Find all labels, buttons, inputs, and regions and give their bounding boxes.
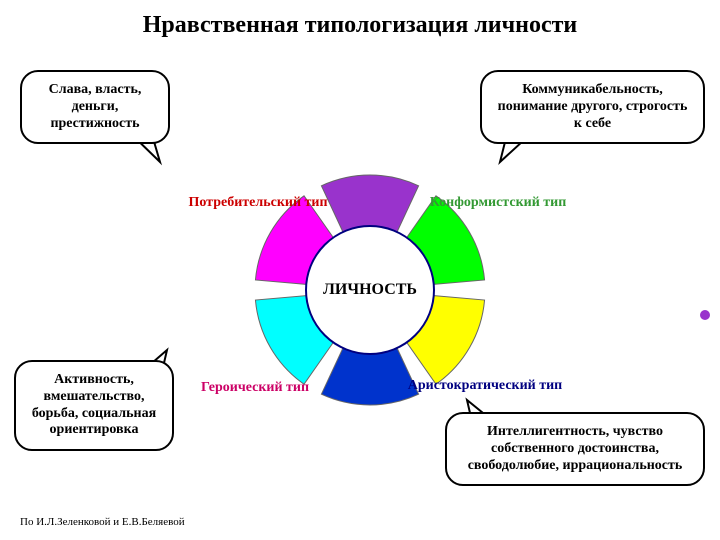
type-label-consumer: Потребительский тип — [183, 195, 333, 212]
type-label-conformist: Конформистский тип — [428, 195, 568, 212]
type-label-aristocratic: Аристократический тип — [405, 378, 565, 395]
center-circle: ЛИЧНОСТЬ — [305, 225, 435, 355]
callout-top-right: Коммуникабельность, понимание другого, с… — [480, 70, 705, 144]
callout-bottom-right: Интеллигентность, чувство собственного д… — [445, 412, 705, 486]
center-label: ЛИЧНОСТЬ — [323, 281, 417, 299]
type-label-heroic: Героический тип — [195, 380, 315, 397]
callout-bottom-left: Активность, вмешательство, борьба, социа… — [14, 360, 174, 451]
callout-top-left: Слава, власть, деньги, престижность — [20, 70, 170, 144]
